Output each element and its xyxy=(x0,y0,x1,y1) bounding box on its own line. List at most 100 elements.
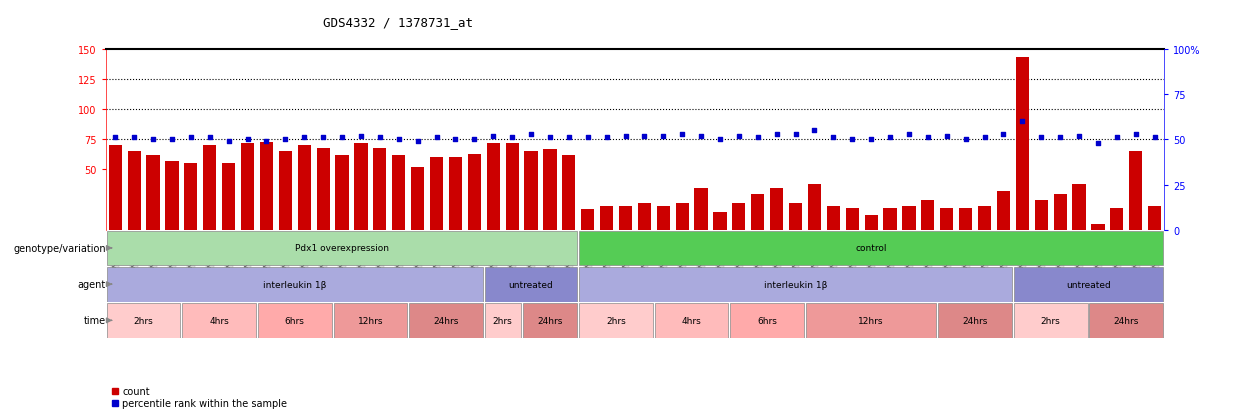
Point xyxy=(843,137,863,143)
Point xyxy=(823,135,843,141)
Bar xyxy=(523,303,578,338)
Point xyxy=(672,131,692,138)
Point xyxy=(143,137,163,143)
Text: untreated: untreated xyxy=(1066,280,1111,289)
Text: interleukin 1β: interleukin 1β xyxy=(764,280,827,289)
Bar xyxy=(242,144,254,230)
Point xyxy=(691,133,711,140)
Bar xyxy=(977,206,991,230)
Bar xyxy=(410,303,483,338)
Text: 2hrs: 2hrs xyxy=(1041,316,1061,325)
Bar xyxy=(637,204,651,230)
Text: control: control xyxy=(855,244,886,253)
Bar xyxy=(505,144,519,230)
Bar xyxy=(184,164,198,230)
Bar xyxy=(579,231,1163,266)
Text: 2hrs: 2hrs xyxy=(133,316,153,325)
Point xyxy=(767,131,787,138)
Point xyxy=(654,133,674,140)
Bar xyxy=(1089,303,1163,338)
Point xyxy=(1069,133,1089,140)
Bar xyxy=(107,231,578,266)
Point xyxy=(596,135,616,141)
Text: 6hrs: 6hrs xyxy=(757,316,777,325)
Text: interleukin 1β: interleukin 1β xyxy=(263,280,326,289)
Bar xyxy=(448,158,462,230)
Bar xyxy=(939,303,1012,338)
Text: genotype/variation: genotype/variation xyxy=(14,243,106,253)
Text: 2hrs: 2hrs xyxy=(606,316,626,325)
Bar xyxy=(600,206,614,230)
Bar xyxy=(884,209,896,230)
Bar xyxy=(108,146,122,230)
Point xyxy=(710,137,730,143)
Bar xyxy=(1013,303,1088,338)
Bar xyxy=(392,156,406,230)
Point xyxy=(1125,131,1145,138)
Point xyxy=(238,137,258,143)
Point xyxy=(256,138,276,145)
Point xyxy=(1107,135,1127,141)
Point xyxy=(294,135,314,141)
Point xyxy=(540,135,560,141)
Point xyxy=(728,133,748,140)
Bar xyxy=(619,206,632,230)
Bar xyxy=(563,156,575,230)
Bar xyxy=(374,148,386,230)
Bar xyxy=(713,212,727,230)
Bar xyxy=(1148,206,1162,230)
Point xyxy=(994,131,1013,138)
Point xyxy=(956,137,976,143)
Text: 12hrs: 12hrs xyxy=(858,316,884,325)
Bar xyxy=(484,303,520,338)
Bar xyxy=(147,156,159,230)
Point xyxy=(880,135,900,141)
Point xyxy=(862,137,881,143)
Point xyxy=(1144,135,1164,141)
Bar xyxy=(695,188,707,230)
Point xyxy=(332,135,352,141)
Bar xyxy=(1016,58,1028,230)
Text: 12hrs: 12hrs xyxy=(357,316,383,325)
Point xyxy=(464,137,484,143)
Bar xyxy=(166,161,178,230)
Bar xyxy=(279,152,293,230)
Point xyxy=(975,135,995,141)
Bar xyxy=(732,204,746,230)
Bar xyxy=(203,146,217,230)
Bar xyxy=(182,303,256,338)
Bar xyxy=(845,209,859,230)
Text: 24hrs: 24hrs xyxy=(1113,316,1139,325)
Bar xyxy=(940,209,954,230)
Point xyxy=(1051,135,1071,141)
Bar xyxy=(864,216,878,230)
Point xyxy=(559,135,579,141)
Text: 4hrs: 4hrs xyxy=(209,316,229,325)
Text: Pdx1 overexpression: Pdx1 overexpression xyxy=(295,244,388,253)
Bar xyxy=(581,210,594,230)
Bar xyxy=(656,206,670,230)
Point xyxy=(483,133,503,140)
Point xyxy=(615,133,635,140)
Bar xyxy=(430,158,443,230)
Bar xyxy=(959,209,972,230)
Text: 24hrs: 24hrs xyxy=(962,316,987,325)
Bar xyxy=(222,164,235,230)
Bar xyxy=(1092,224,1104,230)
Bar xyxy=(751,194,764,230)
Bar xyxy=(789,204,802,230)
Point xyxy=(427,135,447,141)
Bar xyxy=(806,303,936,338)
Bar xyxy=(260,142,273,230)
Point xyxy=(275,137,295,143)
Bar xyxy=(655,303,728,338)
Bar xyxy=(827,206,840,230)
Bar xyxy=(334,303,407,338)
Text: GDS4332 / 1378731_at: GDS4332 / 1378731_at xyxy=(324,16,473,29)
Bar xyxy=(1072,185,1086,230)
Bar xyxy=(355,144,367,230)
Point xyxy=(106,135,126,141)
Bar xyxy=(771,188,783,230)
Bar xyxy=(298,146,311,230)
Point xyxy=(1088,140,1108,147)
